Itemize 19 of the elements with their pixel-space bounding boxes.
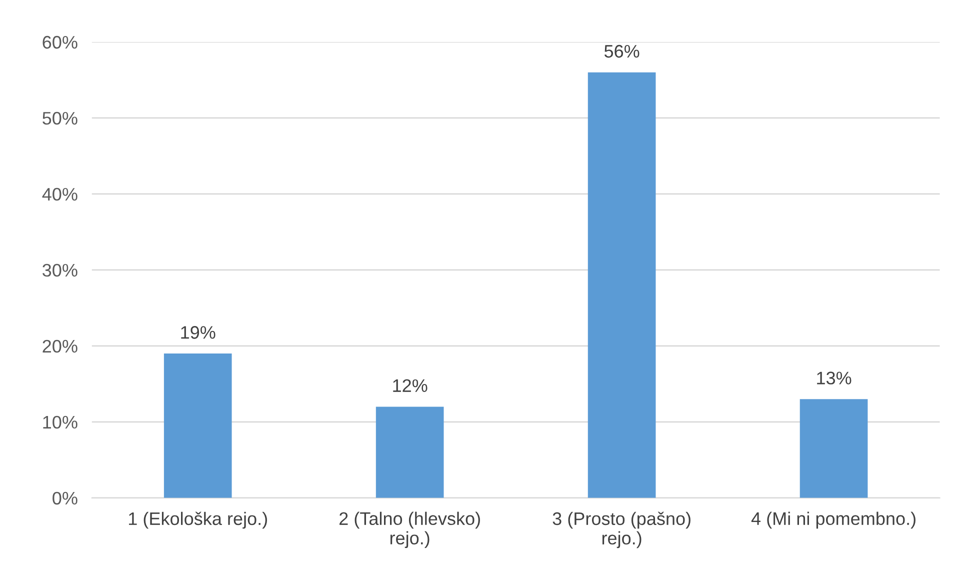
bar [588, 72, 656, 498]
y-tick-label: 40% [42, 188, 78, 201]
y-tick-label: 0% [52, 492, 78, 505]
data-label: 13% [817, 372, 852, 384]
data-label: 12% [393, 379, 428, 392]
y-tick-label: 50% [42, 112, 78, 125]
y-tick-label: 20% [42, 340, 78, 353]
y-tick-label: 60% [42, 36, 78, 49]
data-label: 56% [604, 44, 640, 58]
bar [376, 406, 444, 498]
x-tick-label: 2 (Talno (hlevsko) rejo.) [340, 512, 480, 548]
data-label: 19% [181, 326, 216, 339]
x-tick-label: 3 (Prosto (pašno) rejo.) [552, 512, 690, 548]
bar [800, 399, 868, 498]
y-tick-label: 10% [43, 416, 78, 429]
x-tick-label: 4 (Mi ni pomembno.) [751, 512, 916, 529]
bar [164, 354, 232, 498]
y-tick-label: 30% [42, 264, 78, 277]
x-tick-label: 1 (Ekološka rejo.) [129, 512, 267, 529]
